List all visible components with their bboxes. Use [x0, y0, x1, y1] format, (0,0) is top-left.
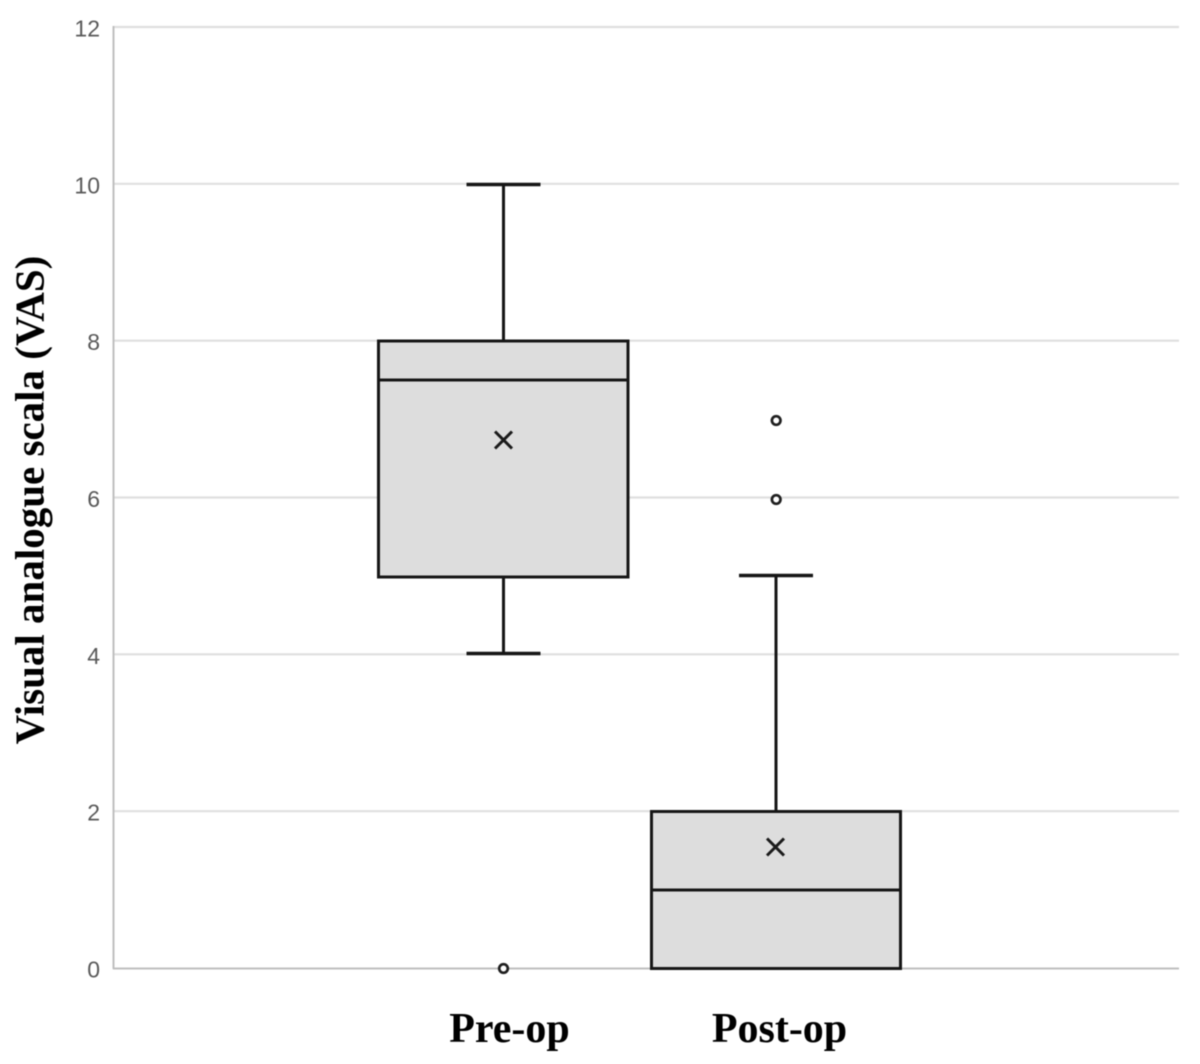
svg-text:10: 10 — [74, 172, 100, 198]
svg-text:6: 6 — [87, 486, 100, 512]
svg-text:Post-op: Post-op — [712, 1006, 847, 1052]
svg-text:0: 0 — [87, 957, 100, 983]
svg-text:12: 12 — [74, 16, 100, 42]
svg-text:4: 4 — [87, 643, 100, 669]
svg-text:8: 8 — [87, 329, 100, 355]
svg-text:2: 2 — [87, 800, 100, 826]
svg-text:Visual analogue scala (VAS): Visual analogue scala (VAS) — [7, 256, 53, 745]
svg-text:Pre-op: Pre-op — [449, 1006, 570, 1052]
